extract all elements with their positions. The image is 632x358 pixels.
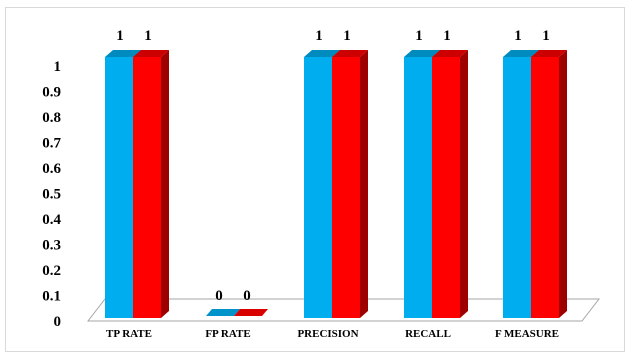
bar-blue-fp-rate: 0: [206, 288, 240, 316]
data-label: 1: [443, 28, 451, 44]
bar-top-face: [304, 50, 340, 57]
data-label: 1: [315, 28, 323, 44]
bar-front-face: [133, 57, 161, 318]
y-tick-label: 1: [54, 59, 62, 75]
x-category-label: PRECISION: [297, 328, 358, 340]
y-tick-label: 0.7: [42, 136, 61, 152]
y-tick-label: 0.5: [42, 187, 61, 203]
x-category-label: FP RATE: [205, 328, 250, 340]
data-label: 0: [243, 288, 251, 304]
y-tick-label: 0.8: [42, 110, 61, 126]
x-category-label: TP RATE: [106, 328, 152, 340]
data-label: 1: [116, 28, 124, 44]
bar-red-fp-rate: 0: [234, 288, 268, 316]
bar-red-tp-rate: 1: [133, 28, 169, 318]
bar-top-face: [105, 50, 141, 57]
bar-top-face: [206, 309, 240, 316]
bar-red-precision: 1: [332, 28, 368, 318]
bar-top-face: [503, 50, 539, 57]
data-label: 1: [514, 28, 522, 44]
data-label: 1: [343, 28, 351, 44]
bar-front-face: [304, 57, 332, 318]
bar-front-face: [432, 57, 460, 318]
y-tick-label: 0: [54, 314, 62, 330]
bar-front-face: [531, 57, 559, 318]
bar-front-face: [105, 57, 133, 318]
data-label: 1: [415, 28, 423, 44]
y-tick-label: 0.3: [42, 238, 61, 254]
bar-top-face: [404, 50, 440, 57]
bar-side-face: [360, 50, 368, 318]
bar-front-face: [332, 57, 360, 318]
bar-top-face: [332, 50, 368, 57]
bar-top-face: [234, 309, 268, 316]
bar-red-f-measure: 1: [531, 28, 567, 318]
y-tick-label: 0.4: [42, 212, 61, 228]
data-label: 0: [215, 288, 223, 304]
y-tick-label: 0.6: [42, 161, 61, 177]
y-tick-label: 0.9: [42, 85, 61, 101]
bar-side-face: [559, 50, 567, 318]
bar-red-recall: 1: [432, 28, 468, 318]
x-category-label: RECALL: [405, 328, 451, 340]
bar-side-face: [161, 50, 169, 318]
bar-front-face: [404, 57, 432, 318]
bar-side-face: [460, 50, 468, 318]
x-category-label: F MEASURE: [495, 328, 559, 340]
y-tick-label: 0.1: [42, 289, 61, 305]
bar-top-face: [432, 50, 468, 57]
y-tick-label: 0.2: [42, 263, 61, 279]
data-label: 1: [542, 28, 550, 44]
bar-top-face: [133, 50, 169, 57]
data-label: 1: [144, 28, 152, 44]
bar-top-face: [531, 50, 567, 57]
bar-front-face: [503, 57, 531, 318]
